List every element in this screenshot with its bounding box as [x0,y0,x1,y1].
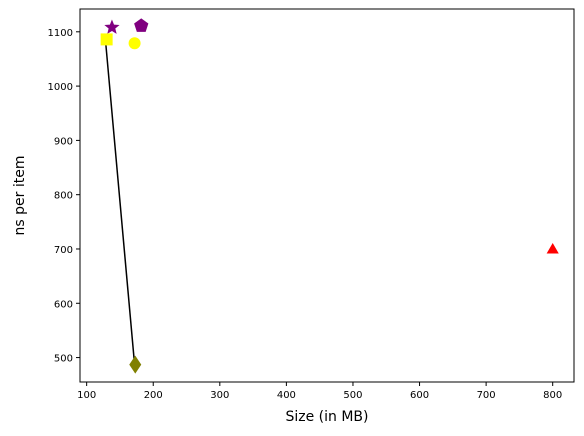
y-tick-label: 900 [54,136,73,147]
x-tick-label: 200 [144,390,163,401]
data-point-circle [129,37,141,49]
x-tick-label: 800 [543,390,562,401]
y-axis-label: ns per item [12,156,28,236]
plot-area [80,9,574,382]
x-axis-label: Size (in MB) [285,409,368,425]
x-tick-label: 600 [410,390,429,401]
x-tick-label: 500 [343,390,362,401]
y-tick-label: 1000 [48,82,73,93]
data-point-square [101,33,113,45]
x-tick-label: 700 [477,390,496,401]
y-tick-label: 1100 [48,28,73,39]
y-tick-label: 600 [54,299,73,310]
x-tick-label: 400 [277,390,296,401]
y-tick-label: 800 [54,191,73,202]
x-tick-label: 100 [77,390,96,401]
y-tick-label: 500 [54,354,73,365]
x-tick-label: 300 [210,390,229,401]
y-tick-label: 700 [54,245,73,256]
